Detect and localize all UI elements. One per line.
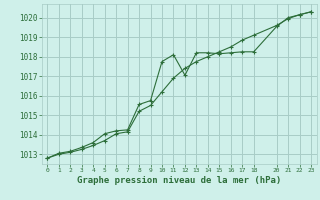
X-axis label: Graphe pression niveau de la mer (hPa): Graphe pression niveau de la mer (hPa): [77, 176, 281, 185]
